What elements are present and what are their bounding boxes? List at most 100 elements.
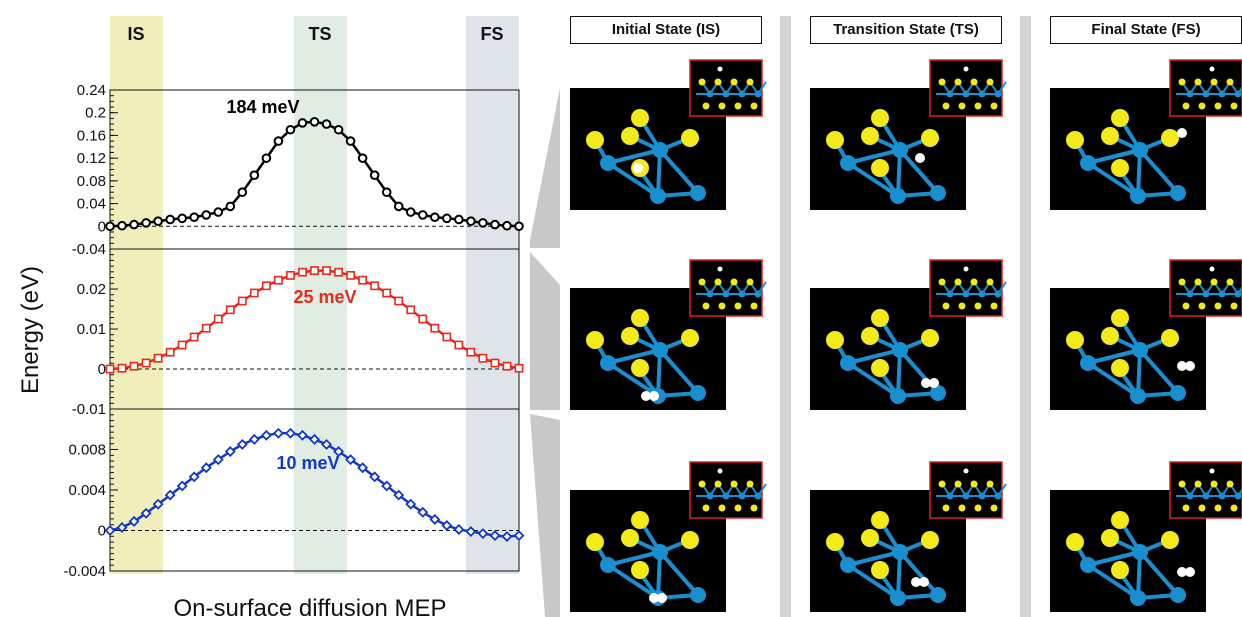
y-axis-label: Energy (eV): [17, 266, 44, 394]
metal-atom: [652, 142, 668, 158]
inset-chalcogen: [938, 480, 946, 488]
inset-chalcogen: [954, 78, 962, 86]
bond: [1087, 148, 1141, 165]
data-point: [514, 363, 524, 373]
data-point: [429, 513, 441, 525]
chalcogen-atom: [826, 331, 844, 349]
data-point: [502, 220, 512, 231]
side-view-inset: [1169, 461, 1242, 519]
inset-chalcogen: [990, 102, 998, 110]
inset-chalcogen: [698, 278, 706, 286]
y-tick-label: 0.02: [77, 281, 106, 298]
inset-hydrogen: [717, 66, 723, 72]
data-point: [104, 525, 116, 536]
chalcogen-atom: [1066, 331, 1084, 349]
band-is: [110, 16, 163, 574]
structure-panel: [1050, 461, 1242, 612]
hydrogen-atom: [649, 391, 659, 401]
metal-atom: [1130, 388, 1146, 404]
inset-hydrogen: [963, 66, 969, 72]
metal-atom: [890, 590, 906, 606]
inset-chalcogen: [954, 278, 962, 286]
inset-chalcogen: [1214, 102, 1222, 110]
hydrogen-atom: [1177, 128, 1187, 138]
inset-metal: [994, 492, 1002, 500]
y-tick-label: 0.16: [77, 127, 106, 144]
data-point: [236, 438, 248, 450]
data-point: [490, 358, 500, 368]
chalcogen-atom: [826, 131, 844, 149]
data-point: [478, 353, 488, 363]
data-point: [213, 207, 224, 217]
hydrogen-atom: [657, 593, 667, 603]
data-point: [225, 305, 235, 315]
side-view-inset: [929, 259, 1007, 317]
chalcogen-atom: [1111, 109, 1129, 127]
chalcogen-atom: [1066, 131, 1084, 149]
column-divider-2: [1020, 16, 1031, 617]
inset-chalcogen: [750, 504, 758, 512]
inset-metal: [994, 290, 1002, 298]
chalcogen-atom: [631, 109, 649, 127]
inset-chalcogen: [954, 480, 962, 488]
connector-top: [530, 88, 560, 248]
chalcogen-atom: [921, 129, 939, 147]
bond: [846, 563, 900, 600]
bond: [846, 361, 900, 398]
inset-chalcogen: [714, 78, 722, 86]
data-point: [358, 275, 368, 285]
data-point: [165, 214, 175, 225]
side-view-inset: [689, 59, 767, 117]
chalcogen-atom: [586, 533, 604, 551]
bond: [1086, 563, 1140, 600]
y-tick-label: 0.008: [68, 442, 106, 459]
data-point: [273, 136, 284, 146]
connector-middle: [530, 252, 560, 410]
inset-metal: [754, 492, 762, 500]
inset-chalcogen: [1178, 278, 1186, 286]
inset-chalcogen: [1178, 480, 1186, 488]
bond: [607, 348, 661, 365]
data-point: [237, 296, 247, 306]
metal-atom: [930, 385, 946, 401]
chalcogen-atom: [631, 359, 649, 377]
inset-chalcogen: [698, 78, 706, 86]
metal-atom: [600, 155, 616, 171]
plot-panel-3: 0.008 0.004 0 -0.004 10 meV: [63, 408, 525, 580]
inset-chalcogen: [718, 102, 726, 110]
data-point: [334, 267, 343, 277]
data-point: [417, 210, 428, 220]
inset-chalcogen: [1198, 504, 1206, 512]
chalcogen-atom: [871, 309, 889, 327]
data-point: [333, 124, 344, 135]
chalcogen-atom: [921, 329, 939, 347]
inset-chalcogen: [1210, 78, 1218, 86]
chalcogen-atom: [631, 511, 649, 529]
inset-chalcogen: [942, 302, 950, 310]
data-point: [286, 270, 295, 280]
header-transition-state: Transition State (TS): [810, 16, 1002, 44]
inset-chalcogen: [746, 278, 754, 286]
data-point: [153, 216, 163, 226]
inset-chalcogen: [958, 504, 966, 512]
inset-hydrogen: [963, 468, 969, 474]
hydrogen-atom: [1177, 361, 1187, 371]
data-point: [164, 489, 176, 501]
metal-atom: [1132, 342, 1148, 358]
data-point: [321, 119, 332, 129]
data-point: [212, 454, 224, 466]
inset-chalcogen: [1230, 102, 1238, 110]
data-point: [188, 471, 200, 483]
data-point: [489, 530, 501, 542]
hydrogen-atom: [641, 391, 651, 401]
plot-panel-1: 0.24 0.2 0.16 0.12 0.08 0.04 0 -0.04 184 meV: [72, 82, 524, 258]
data-point: [465, 526, 477, 537]
y-tick-label: 0: [98, 361, 106, 378]
chalcogen-atom: [1066, 533, 1084, 551]
data-point: [153, 353, 163, 363]
band-label-ts: TS: [308, 24, 331, 44]
inset-chalcogen: [714, 480, 722, 488]
hydrogen-atom: [649, 593, 659, 603]
data-point: [393, 201, 404, 212]
inset-hydrogen: [1209, 66, 1215, 72]
